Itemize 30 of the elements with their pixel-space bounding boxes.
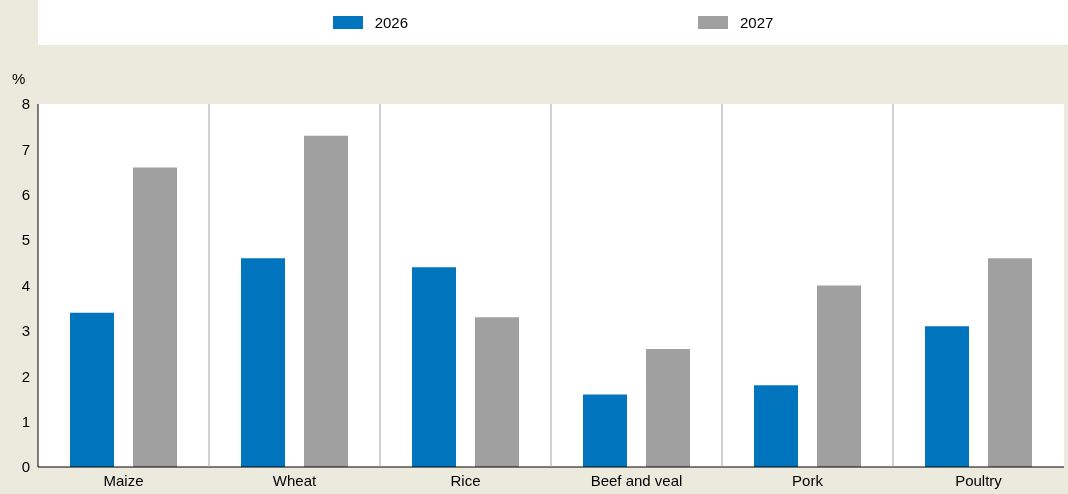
- y-tick-label: 7: [21, 140, 30, 158]
- legend-label: 2026: [374, 14, 408, 31]
- bar: [754, 385, 798, 467]
- y-tick-label: 3: [21, 322, 30, 340]
- y-tick-label: 5: [21, 231, 30, 249]
- bar: [70, 312, 114, 467]
- x-tick-label: Poultry: [955, 471, 1003, 489]
- y-axis-title: %: [12, 70, 26, 87]
- bar: [583, 394, 627, 467]
- x-tick-label: Beef and veal: [590, 471, 683, 489]
- y-tick-label: 2: [21, 367, 30, 385]
- y-tick-label: 1: [21, 412, 30, 430]
- legend-label: 2027: [740, 14, 774, 31]
- x-tick-label: Rice: [450, 471, 481, 489]
- bar: [412, 267, 456, 467]
- bar: [304, 135, 348, 467]
- bar: [241, 258, 285, 467]
- y-tick-label: 8: [21, 95, 30, 113]
- bar: [925, 326, 969, 467]
- x-tick-label: Wheat: [272, 471, 317, 489]
- bar: [817, 285, 861, 467]
- bar: [133, 167, 177, 467]
- y-tick-label: 6: [21, 186, 30, 204]
- y-tick-label: 4: [21, 276, 30, 294]
- bar: [646, 349, 690, 467]
- y-tick-label: 0: [21, 458, 30, 476]
- bar: [475, 317, 519, 467]
- x-tick-label: Maize: [103, 471, 144, 489]
- x-tick-label: Pork: [792, 471, 824, 489]
- bar: [988, 258, 1032, 467]
